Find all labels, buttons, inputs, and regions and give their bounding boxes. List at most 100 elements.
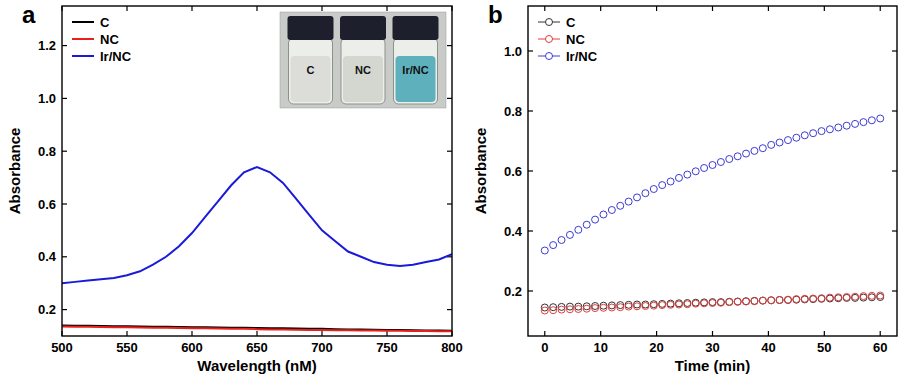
point	[550, 242, 557, 249]
vial-liquid	[291, 56, 331, 102]
x-tick-top	[880, 6, 881, 11]
y-tick-right	[447, 45, 452, 46]
x-tick	[712, 331, 713, 336]
legend-swatch	[72, 38, 94, 40]
y-tick	[528, 230, 533, 231]
vial	[289, 38, 333, 104]
point	[734, 298, 741, 305]
point	[650, 302, 657, 309]
point	[600, 211, 607, 218]
y-tick-label: 1.0	[504, 44, 522, 59]
y-tick	[528, 170, 533, 171]
point	[801, 132, 808, 139]
x-tick-top	[126, 6, 127, 11]
y-tick-label: 1.0	[38, 91, 56, 106]
point	[575, 306, 582, 313]
point	[566, 231, 573, 238]
x-tick	[321, 331, 322, 336]
y-tick	[62, 203, 67, 204]
vial-cap	[288, 16, 334, 40]
point	[701, 165, 708, 172]
y-axis-title: Absorbance	[6, 128, 23, 215]
point	[759, 297, 766, 304]
point	[776, 297, 783, 304]
point	[575, 226, 582, 233]
point	[843, 294, 850, 301]
x-tick-top	[544, 6, 545, 11]
point	[818, 295, 825, 302]
point	[843, 294, 850, 301]
point	[801, 295, 808, 302]
point	[877, 292, 884, 299]
point	[684, 171, 691, 178]
plot-data	[62, 167, 452, 331]
point	[541, 307, 548, 314]
y-tick	[62, 309, 67, 310]
point	[617, 202, 624, 209]
x-tick-label: 10	[593, 340, 607, 355]
x-tick	[126, 331, 127, 336]
point	[583, 305, 590, 312]
x-tick-top	[656, 6, 657, 11]
y-tick-label: 0.4	[504, 224, 523, 239]
panel-letter: a	[22, 1, 36, 28]
legend-label: C	[100, 15, 110, 30]
point	[776, 139, 783, 146]
y-tick-right	[447, 151, 452, 152]
legend-marker	[546, 53, 553, 60]
point	[784, 297, 791, 304]
legend-label: Ir/NC	[566, 49, 598, 64]
vial	[341, 38, 385, 104]
inset-label: Ir/NC	[402, 64, 428, 76]
y-axis-title: Absorbance	[472, 128, 489, 215]
vial	[394, 38, 438, 104]
vial-cap	[340, 16, 386, 40]
point	[784, 137, 791, 144]
legend-swatch	[72, 55, 94, 57]
point	[608, 304, 615, 311]
x-tick-label: 800	[441, 340, 463, 355]
x-tick	[256, 331, 257, 336]
point	[634, 194, 641, 201]
x-tick-label: 750	[376, 340, 398, 355]
line-series	[62, 325, 452, 330]
point	[709, 162, 716, 169]
y-tick	[528, 110, 533, 111]
x-tick-top	[600, 6, 601, 11]
x-tick-top	[824, 6, 825, 11]
line-series	[62, 327, 452, 332]
x-tick-label: 650	[246, 340, 268, 355]
inset-background	[280, 12, 446, 108]
point	[768, 297, 775, 304]
legend-marker	[546, 19, 553, 26]
x-tick-label: 20	[649, 340, 663, 355]
y-tick-right	[892, 230, 897, 231]
point	[868, 117, 875, 124]
x-tick	[656, 331, 657, 336]
point	[701, 300, 708, 307]
point	[826, 126, 833, 133]
point	[625, 303, 632, 310]
y-tick-label: 1.2	[38, 38, 56, 53]
point	[768, 297, 775, 304]
y-tick	[528, 290, 533, 291]
point	[743, 298, 750, 305]
x-axis-title: Time (min)	[675, 357, 751, 374]
x-tick	[824, 331, 825, 336]
y-tick-label: 0.2	[38, 302, 56, 317]
point	[717, 159, 724, 166]
x-tick-label: 550	[116, 340, 138, 355]
point	[801, 296, 808, 303]
point	[810, 130, 817, 137]
x-tick-top	[256, 6, 257, 11]
x-tick-label: 40	[761, 340, 775, 355]
point	[617, 304, 624, 311]
point	[642, 303, 649, 310]
legend-marker	[546, 36, 553, 43]
y-tick-label: 0.4	[38, 249, 57, 264]
x-tick-label: 500	[51, 340, 73, 355]
vial-cap	[393, 16, 439, 40]
vial-liquid	[396, 56, 436, 102]
point	[751, 147, 758, 154]
y-tick-right	[892, 50, 897, 51]
